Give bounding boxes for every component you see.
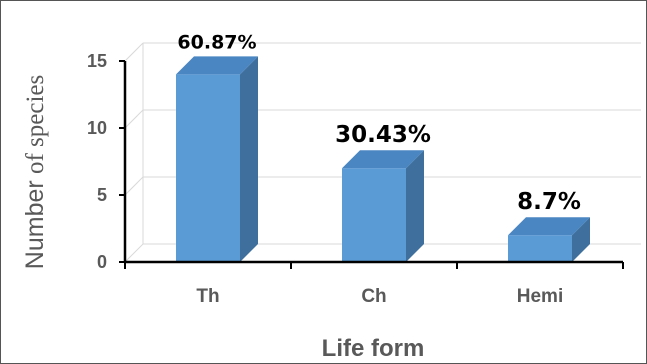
axes xyxy=(119,60,624,269)
bar-th xyxy=(176,56,258,263)
y-axis-title: Number of species xyxy=(21,75,49,269)
x-tick-th: Th xyxy=(196,286,219,307)
data-label-ch: 30.43% xyxy=(335,122,431,148)
bar-front xyxy=(176,74,240,263)
gridline-connector-2 xyxy=(124,109,144,129)
y-axis-title-tail: of species xyxy=(22,75,49,174)
gridline-connector-1 xyxy=(124,176,144,196)
gridline-connector-0 xyxy=(124,243,144,263)
labels: 60.87% Th 30.43% Ch 8.7% Hemi 0 5 10 15 xyxy=(87,31,581,307)
bar-top xyxy=(508,217,590,236)
bar-ch xyxy=(342,150,424,262)
gridline-connector-3 xyxy=(124,42,144,62)
y-axis-title-main: Number xyxy=(21,180,49,269)
bar-front xyxy=(508,235,572,262)
x-tick-hemi: Hemi xyxy=(517,286,563,307)
x-axis-title: Life form xyxy=(322,335,425,362)
bar-side xyxy=(406,150,424,262)
bars xyxy=(176,56,590,263)
y-tick-label-5: 5 xyxy=(97,185,107,205)
bar-top xyxy=(342,150,424,169)
y-tick-label-15: 15 xyxy=(87,51,107,71)
bar-top xyxy=(176,56,258,75)
bar-front xyxy=(342,168,406,262)
bar-side xyxy=(572,217,590,262)
data-label-th: 60.87% xyxy=(177,31,256,53)
y-tick-label-10: 10 xyxy=(87,118,107,138)
data-label-hemi: 8.7% xyxy=(517,189,581,215)
bar-hemi xyxy=(508,217,590,262)
bar-side xyxy=(240,56,258,263)
y-tick-label-0: 0 xyxy=(97,252,107,272)
x-tick-ch: Ch xyxy=(361,286,386,307)
